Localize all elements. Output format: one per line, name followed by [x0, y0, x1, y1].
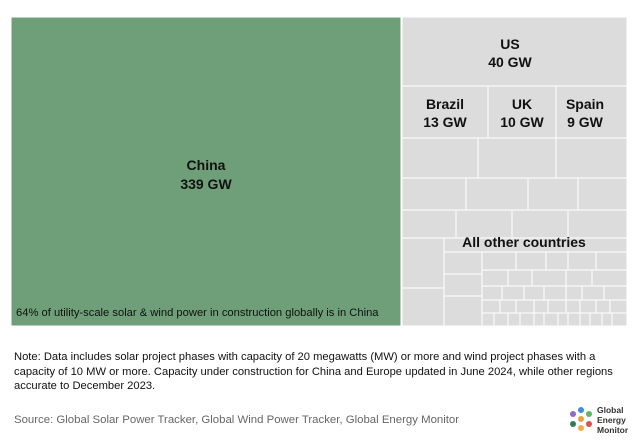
small-tiles: [401, 137, 628, 327]
global-energy-monitor-logo: Global Energy Monitor: [567, 403, 633, 439]
treemap-chart: China 339 GW US 40 GW Brazil 13 GW UK 10…: [10, 16, 628, 327]
label-uk-value: 10 GW: [500, 114, 544, 130]
label-china-name: China: [187, 157, 226, 173]
tile-brazil: [401, 85, 489, 139]
label-us-value: 40 GW: [488, 54, 532, 70]
tile-uk: [487, 85, 557, 139]
label-all-other-countries: All other countries: [462, 234, 586, 250]
tile-us: [401, 16, 628, 87]
label-us-name: US: [500, 36, 519, 52]
tile-china: [10, 16, 402, 327]
footnote: Note: Data includes solar project phases…: [14, 351, 613, 392]
logo-text: Global Energy Monitor: [597, 405, 629, 435]
label-brazil-name: Brazil: [426, 96, 464, 112]
label-brazil-value: 13 GW: [423, 114, 467, 130]
tile-spain: [555, 85, 628, 139]
china-share-annotation: 64% of utility-scale solar & wind power …: [16, 307, 379, 319]
label-china-value: 339 GW: [180, 176, 232, 192]
label-uk-name: UK: [512, 96, 532, 112]
label-spain-name: Spain: [566, 96, 604, 112]
source-line: Source: Global Solar Power Tracker, Glob…: [14, 414, 460, 426]
label-spain-value: 9 GW: [567, 114, 604, 130]
globe-icon: [570, 407, 592, 431]
